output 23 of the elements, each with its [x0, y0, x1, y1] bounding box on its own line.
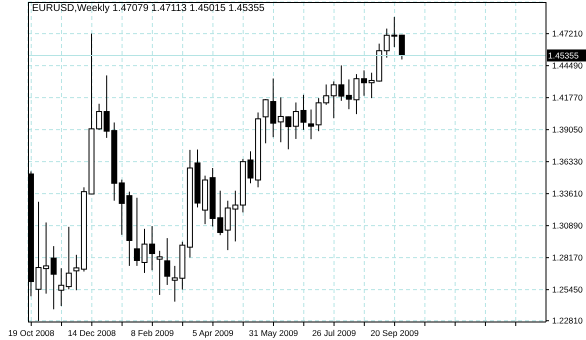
y-tick-label: 1.33610 [552, 188, 583, 199]
y-tick-label: 1.39050 [552, 124, 583, 135]
ref-line-label: 1.45355 [548, 50, 579, 60]
x-tick-label: 31 May 2009 [248, 328, 298, 338]
y-tick-label: 1.22810 [552, 316, 583, 326]
y-tick-label: 1.47210 [552, 28, 583, 39]
y-tick-label: 1.44490 [552, 60, 583, 71]
candlestick [58, 268, 64, 306]
x-tick-label: 26 Jul 2009 [312, 328, 356, 338]
x-tick-label: 14 Dec 2008 [68, 328, 116, 338]
y-tick-label: 1.30890 [552, 220, 583, 231]
y-tick-label: 1.25450 [552, 284, 583, 295]
chart-title: EURUSD,Weekly 1.47079 1.47113 1.45015 1.45355 [32, 3, 265, 14]
x-tick-label: 5 Apr 2009 [192, 328, 234, 338]
x-tick-label: 20 Sep 2009 [370, 328, 419, 338]
y-tick-label: 1.41770 [552, 92, 583, 103]
x-tick-label: 8 Feb 2009 [130, 328, 174, 338]
y-tick-label: 1.28170 [552, 252, 583, 263]
x-tick-label: 19 Oct 2008 [8, 328, 55, 338]
y-tick-label: 1.36330 [552, 156, 583, 167]
candlestick [164, 238, 170, 286]
candlestick [156, 250, 163, 296]
candlestick [66, 226, 72, 290]
